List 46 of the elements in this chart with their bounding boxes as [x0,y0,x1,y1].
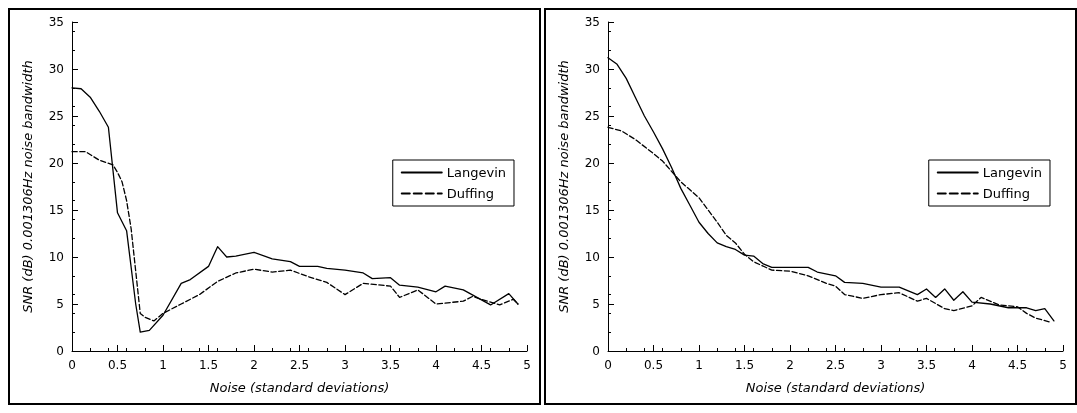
y-tick-label: 15 [584,203,600,217]
x-tick-label: 5 [523,358,531,372]
x-tick-label: 4 [432,358,440,372]
y-tick-label: 5 [592,297,600,311]
y-tick-label: 0 [592,344,600,358]
y-tick-label: 20 [48,156,64,170]
x-axis-title: Noise (standard deviations) [745,380,926,395]
x-tick-label: 1.5 [198,358,219,372]
x-tick-label: 3 [877,358,885,372]
y-tick-label: 5 [56,297,64,311]
y-tick-label: 30 [48,62,64,76]
x-tick-label: 4.5 [1007,358,1028,372]
x-tick-label: 2 [250,358,258,372]
x-tick-label: 0.5 [643,358,664,372]
y-tick-label: 10 [48,250,64,264]
x-tick-label: 2 [786,358,794,372]
x-tick-label: 4 [968,358,976,372]
x-tick-label: 3.5 [380,358,401,372]
y-tick-label: 35 [48,15,64,29]
y-axis-title: SNR (dB) 0.001306Hz noise bandwidth [20,60,35,313]
x-tick-label: 0 [68,358,76,372]
y-tick-label: 25 [48,109,64,123]
x-tick-label: 0.5 [107,358,128,372]
y-tick-label: 0 [56,344,64,358]
y-tick-label: 20 [584,156,600,170]
y-tick-label: 10 [584,250,600,264]
x-tick-label: 1 [159,358,167,372]
x-tick-label: 2.5 [289,358,310,372]
y-tick-label: 35 [584,15,600,29]
x-tick-label: 5 [1059,358,1067,372]
legend-label: Duffing [446,186,495,201]
x-tick-label: 0 [604,358,612,372]
y-axis-title: SNR (dB) 0.001306Hz noise bandwidth [556,60,571,313]
x-axis-title: Noise (standard deviations) [209,380,390,395]
y-tick-label: 25 [584,109,600,123]
x-tick-label: 1 [695,358,703,372]
y-tick-label: 30 [584,62,600,76]
x-tick-label: 3.5 [916,358,937,372]
legend-label: Langevin [446,165,507,180]
y-tick-label: 15 [48,203,64,217]
x-tick-label: 1.5 [734,358,755,372]
legend-label: Langevin [982,165,1043,180]
legend-label: Duffing [982,186,1031,201]
x-tick-label: 2.5 [825,358,846,372]
x-tick-label: 3 [341,358,349,372]
x-tick-label: 4.5 [471,358,492,372]
